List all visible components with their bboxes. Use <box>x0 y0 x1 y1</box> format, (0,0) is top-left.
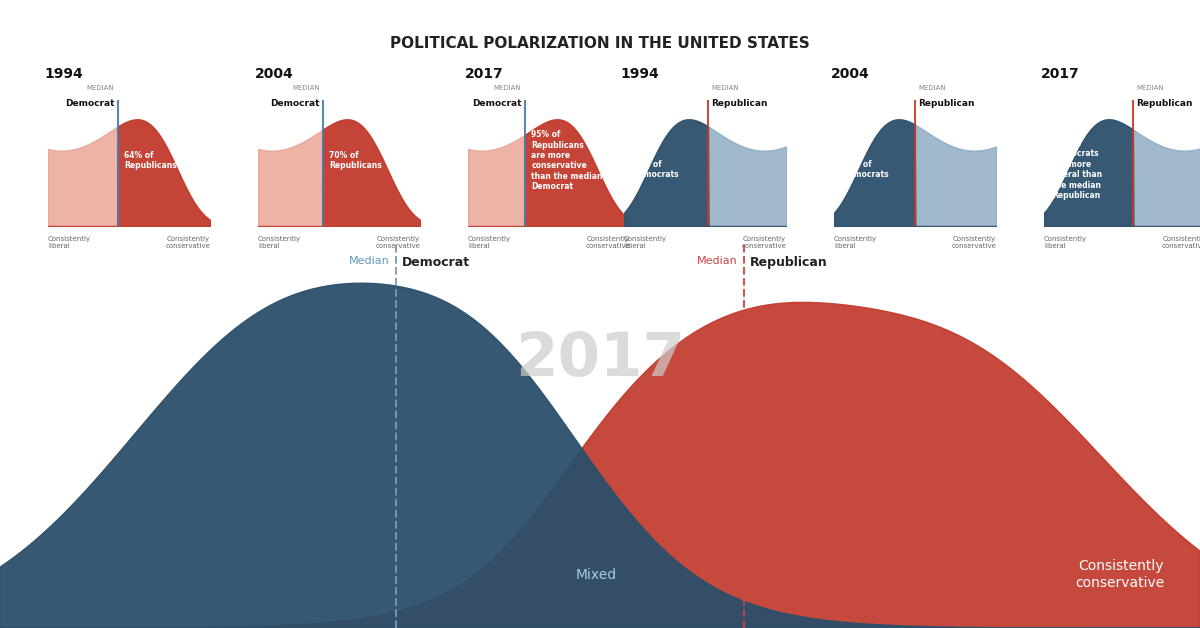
Text: Republican: Republican <box>918 99 974 107</box>
Text: 95% of
Republicans
are more
conservative
than the median
Democrat: 95% of Republicans are more conservative… <box>532 130 602 192</box>
Text: Democrat: Democrat <box>65 99 114 107</box>
Text: 70% of
Democrats: 70% of Democrats <box>632 160 679 179</box>
Text: Consistently
conservative: Consistently conservative <box>1162 236 1200 249</box>
Text: Consistently
liberal: Consistently liberal <box>258 236 301 249</box>
Text: POLITICAL POLARIZATION IN THE UNITED STATES: POLITICAL POLARIZATION IN THE UNITED STA… <box>390 36 810 51</box>
Text: MEDIAN: MEDIAN <box>292 85 319 92</box>
Text: Consistently
liberal: Consistently liberal <box>24 387 109 417</box>
Text: MEDIAN: MEDIAN <box>918 85 946 92</box>
Text: 2017: 2017 <box>464 67 504 81</box>
Text: Republican: Republican <box>1136 99 1193 107</box>
Text: Consistently
conservative: Consistently conservative <box>1075 560 1164 590</box>
Text: Consistently
liberal: Consistently liberal <box>624 236 667 249</box>
Text: 2004: 2004 <box>830 67 870 81</box>
Text: Consistently
conservative: Consistently conservative <box>376 236 420 249</box>
Text: Democrat: Democrat <box>472 99 522 107</box>
Text: MEDIAN: MEDIAN <box>1136 85 1164 92</box>
Text: Consistently
conservative: Consistently conservative <box>586 236 630 249</box>
Text: 2004: 2004 <box>254 67 294 81</box>
Text: Democrat: Democrat <box>270 99 319 107</box>
Text: Median: Median <box>349 256 390 266</box>
Text: Democrat: Democrat <box>402 256 470 269</box>
Text: 1994: 1994 <box>44 67 84 81</box>
Text: Median: Median <box>697 256 738 266</box>
Text: 2017: 2017 <box>515 330 685 389</box>
Text: Consistently
conservative: Consistently conservative <box>742 236 786 249</box>
Text: Consistently
liberal: Consistently liberal <box>48 236 91 249</box>
Text: 97% of
Democrats
are more
liberal than
the median
Republican: 97% of Democrats are more liberal than t… <box>1052 139 1103 200</box>
Text: 2017: 2017 <box>1040 67 1080 81</box>
Text: 1994: 1994 <box>620 67 660 81</box>
Text: Consistently
liberal: Consistently liberal <box>1044 236 1087 249</box>
Text: 64% of
Republicans: 64% of Republicans <box>124 151 176 170</box>
Text: Republican: Republican <box>750 256 828 269</box>
Text: Consistently
conservative: Consistently conservative <box>952 236 996 249</box>
Text: Consistently
liberal: Consistently liberal <box>468 236 511 249</box>
Text: Mixed: Mixed <box>576 568 617 582</box>
Text: 70% of
Republicans: 70% of Republicans <box>329 151 382 170</box>
Text: 68% of
Democrats: 68% of Democrats <box>842 160 889 179</box>
Text: MEDIAN: MEDIAN <box>494 85 522 92</box>
Text: Consistently
liberal: Consistently liberal <box>834 236 877 249</box>
Text: Consistently
conservative: Consistently conservative <box>166 236 210 249</box>
Text: MEDIAN: MEDIAN <box>712 85 739 92</box>
Text: Republican: Republican <box>712 99 768 107</box>
Text: MEDIAN: MEDIAN <box>86 85 114 92</box>
